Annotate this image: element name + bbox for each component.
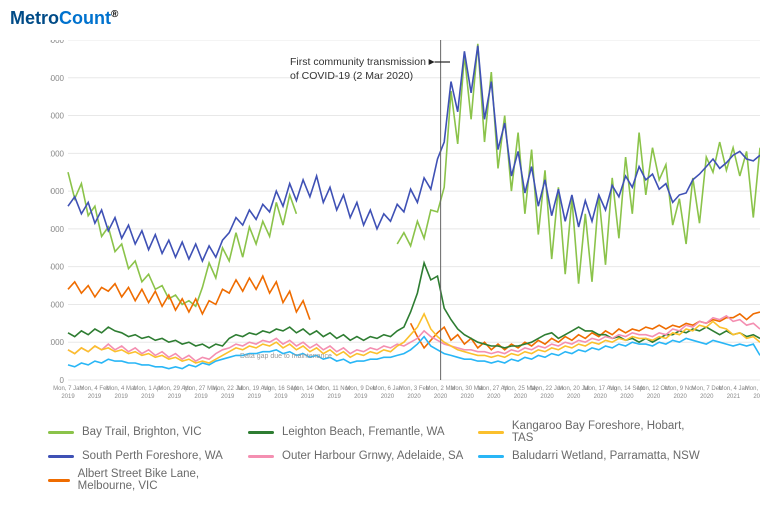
legend-swatch <box>48 455 74 458</box>
legend-swatch <box>478 431 504 434</box>
legend-label: Bay Trail, Brighton, VIC <box>82 426 202 438</box>
maintenance-note: Data gap due to maintenance <box>240 353 332 360</box>
svg-text:2021: 2021 <box>727 394 741 400</box>
svg-text:2020: 2020 <box>567 394 581 400</box>
svg-text:Mon, 7 Dec: Mon, 7 Dec <box>691 386 722 392</box>
legend-item: Baludarri Wetland, Parramatta, NSW <box>478 450 708 462</box>
svg-text:2020: 2020 <box>407 394 421 400</box>
svg-text:12000: 12000 <box>50 149 65 158</box>
legend-item: Bay Trail, Brighton, VIC <box>48 420 248 444</box>
arrow-head-icon <box>429 59 435 65</box>
svg-text:2020: 2020 <box>381 394 395 400</box>
svg-text:2019: 2019 <box>248 394 262 400</box>
svg-text:4000: 4000 <box>50 300 65 309</box>
svg-text:2020: 2020 <box>700 394 714 400</box>
svg-text:2019: 2019 <box>141 394 155 400</box>
logo: MetroCount® <box>10 8 118 29</box>
legend-item: Leighton Beach, Fremantle, WA <box>248 420 478 444</box>
annotation-text: of COVID-19 (2 Mar 2020) <box>290 70 413 82</box>
svg-text:Mon, 4 Mar: Mon, 4 Mar <box>106 386 136 392</box>
legend-swatch <box>248 431 274 434</box>
svg-text:Mon, 9 Dec: Mon, 9 Dec <box>345 386 376 392</box>
svg-text:Mon, 1 Feb: Mon, 1 Feb <box>745 386 760 392</box>
legend-label: Albert Street Bike Lane, Melbourne, VIC <box>78 468 248 492</box>
legend-swatch <box>48 479 70 482</box>
logo-count: Count <box>59 8 111 28</box>
svg-text:8000: 8000 <box>50 225 65 234</box>
legend-label: Kangaroo Bay Foreshore, Hobart, TAS <box>512 420 708 444</box>
svg-text:2020: 2020 <box>487 394 501 400</box>
legend-label: Baludarri Wetland, Parramatta, NSW <box>512 450 700 462</box>
line-chart: 0 2000 4000 6000 8000 10000 12000 14000 16000 180… <box>50 40 760 410</box>
svg-text:2019: 2019 <box>194 394 208 400</box>
legend-item: South Perth Foreshore, WA <box>48 450 248 462</box>
svg-text:2020: 2020 <box>461 394 475 400</box>
svg-text:2019: 2019 <box>274 394 288 400</box>
annotation-text: First community transmission <box>290 56 426 68</box>
svg-text:Mon, 7 Jan: Mon, 7 Jan <box>53 386 83 392</box>
svg-text:2019: 2019 <box>88 394 102 400</box>
svg-text:2020: 2020 <box>514 394 528 400</box>
svg-text:2020: 2020 <box>540 394 554 400</box>
svg-text:2020: 2020 <box>647 394 661 400</box>
svg-text:2020: 2020 <box>620 394 634 400</box>
legend-item: Outer Harbour Grnwy, Adelaide, SA <box>248 450 478 462</box>
svg-text:6000: 6000 <box>50 263 65 272</box>
legend-swatch <box>48 431 74 434</box>
logo-reg: ® <box>111 9 118 20</box>
svg-text:10000: 10000 <box>50 187 65 196</box>
svg-text:2019: 2019 <box>221 394 235 400</box>
legend-label: South Perth Foreshore, WA <box>82 450 223 462</box>
legend-swatch <box>478 455 504 458</box>
legend-item: Albert Street Bike Lane, Melbourne, VIC <box>48 468 248 492</box>
svg-text:2019: 2019 <box>115 394 129 400</box>
svg-text:2019: 2019 <box>61 394 75 400</box>
svg-text:2000: 2000 <box>50 338 65 347</box>
legend: Bay Trail, Brighton, VIC Leighton Beach, … <box>48 420 758 492</box>
logo-metro: Metro <box>10 8 59 28</box>
svg-text:Mon, 6 Jan: Mon, 6 Jan <box>373 386 403 392</box>
svg-text:16000: 16000 <box>50 74 65 83</box>
svg-text:2020: 2020 <box>594 394 608 400</box>
legend-swatch <box>248 455 274 458</box>
svg-text:2019: 2019 <box>327 394 341 400</box>
svg-text:2019: 2019 <box>168 394 182 400</box>
svg-text:0: 0 <box>60 376 65 385</box>
svg-text:2019: 2019 <box>301 394 315 400</box>
legend-label: Leighton Beach, Fremantle, WA <box>282 426 445 438</box>
legend-item: Kangaroo Bay Foreshore, Hobart, TAS <box>478 420 708 444</box>
chart-area: 0 2000 4000 6000 8000 10000 12000 14000 16000 180… <box>50 40 760 410</box>
svg-text:2020: 2020 <box>434 394 448 400</box>
svg-text:2021: 2021 <box>753 394 760 400</box>
svg-text:14000: 14000 <box>50 112 65 121</box>
svg-text:Mon, 4 Jan: Mon, 4 Jan <box>719 386 749 392</box>
svg-text:2019: 2019 <box>354 394 368 400</box>
svg-text:18000: 18000 <box>50 40 65 45</box>
legend-label: Outer Harbour Grnwy, Adelaide, SA <box>282 450 463 462</box>
svg-text:2020: 2020 <box>673 394 687 400</box>
